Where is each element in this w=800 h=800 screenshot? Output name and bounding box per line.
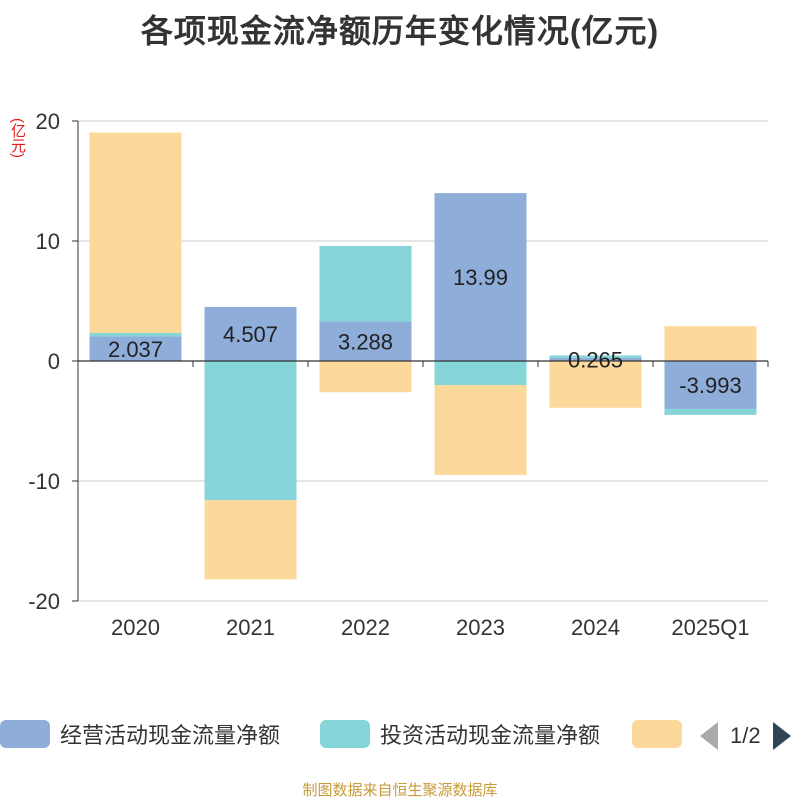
bar-operating: [549, 357, 642, 361]
legend-item-operating[interactable]: 经营活动现金流量净额: [0, 716, 280, 752]
data-source: 制图数据来自恒生聚源数据库: [302, 782, 498, 799]
y-tick-label: 0: [48, 349, 60, 374]
legend-swatch-operating: [0, 720, 50, 748]
x-tick-label: 2024: [571, 615, 620, 640]
legend-next-icon[interactable]: [772, 722, 791, 750]
legend-label-investing: 投资活动现金流量净额: [380, 723, 601, 748]
bar-operating: [319, 321, 412, 361]
legend-pager: 1/2: [700, 718, 791, 754]
chart-title: 各项现金流净额历年变化情况(亿元): [140, 13, 660, 49]
bar-investing: [664, 408, 757, 415]
x-tick-label: 2021: [226, 615, 275, 640]
y-tick-label: 10: [36, 229, 60, 254]
data-label: 13.99: [453, 265, 508, 290]
x-tick-label: 2020: [111, 615, 160, 640]
legend-swatch-financing: [632, 720, 682, 748]
bar-operating: [204, 306, 297, 361]
bar-financing: [204, 500, 297, 580]
bar-financing: [434, 385, 527, 475]
data-label: -3.993: [679, 373, 741, 398]
bar-operating: [664, 361, 757, 409]
bar-financing: [319, 361, 412, 393]
y-axis-unit: (亿元): [9, 118, 26, 158]
y-tick-label: 20: [36, 109, 60, 134]
data-label: 4.507: [223, 322, 278, 347]
x-tick-label: 2022: [341, 615, 390, 640]
legend-swatch-investing: [320, 720, 370, 748]
bar-financing: [549, 361, 642, 408]
data-label: 0.265: [568, 347, 623, 372]
legend: 经营活动现金流量净额 投资活动现金流量净额 1/2: [0, 716, 800, 756]
x-tick-label: 2025Q1: [671, 615, 749, 640]
data-label: 3.288: [338, 329, 393, 354]
legend-item-financing[interactable]: [632, 716, 682, 752]
y-tick-label: -20: [28, 589, 60, 614]
bar-investing: [434, 361, 527, 385]
bar-financing: [664, 326, 757, 361]
legend-item-investing[interactable]: 投资活动现金流量净额: [320, 716, 600, 752]
bar-financing: [89, 132, 182, 333]
bar-investing: [204, 361, 297, 501]
bar-operating: [434, 193, 527, 361]
bar-investing: [89, 332, 182, 337]
x-tick-label: 2023: [456, 615, 505, 640]
bar-investing: [319, 245, 412, 322]
legend-label-operating: 经营活动现金流量净额: [60, 723, 281, 748]
bar-investing: [549, 355, 642, 358]
legend-page-number: 1/2: [730, 723, 761, 748]
bar-operating: [89, 336, 182, 361]
legend-prev-icon[interactable]: [700, 722, 718, 750]
y-tick-label: -10: [28, 469, 60, 494]
data-label: 2.037: [108, 337, 163, 362]
